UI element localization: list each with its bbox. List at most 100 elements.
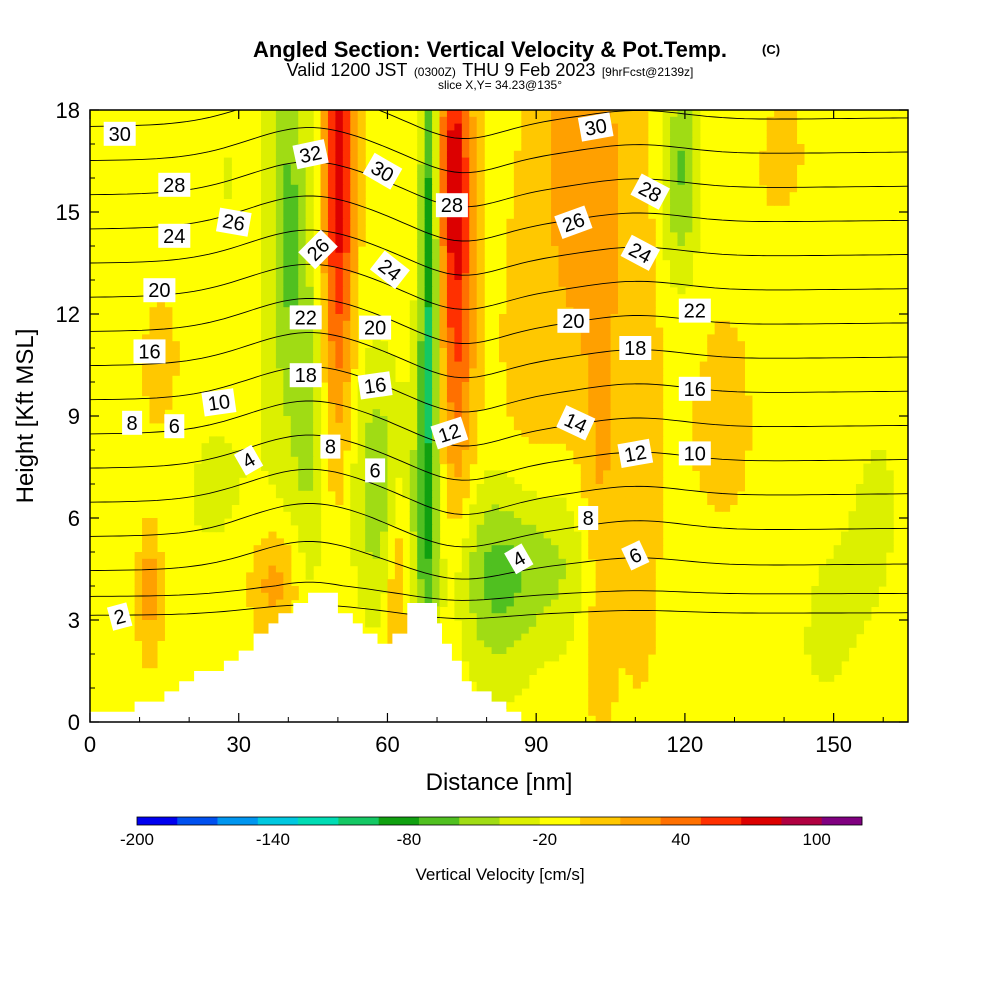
field-cell [461,606,470,614]
field-cell [610,198,619,206]
field-cell [432,116,441,125]
field-cell [290,259,299,267]
field-cell [855,504,864,512]
field-cell [290,164,299,172]
field-cell [543,307,552,315]
field-cell [417,320,426,329]
field-cell [424,579,433,587]
field-cell [439,572,448,580]
field-cell [528,137,537,145]
field-cell [699,422,708,431]
field-cell [625,314,634,322]
field-cell [670,137,679,145]
field-cell [357,416,366,424]
field-cell [261,388,270,397]
field-cell [261,266,270,274]
field-cell [261,314,270,322]
field-cell [372,552,381,560]
field-cell [640,640,649,648]
field-cell [551,116,560,125]
field-cell [528,422,537,431]
contour-label-box [122,410,143,435]
field-cell [432,348,441,356]
field-cell [588,409,597,417]
field-cell [603,259,612,267]
field-cell [491,524,500,533]
field-cell [714,395,723,403]
field-cell [417,490,426,499]
field-cell [536,273,545,281]
field-cell [446,252,455,261]
field-cell [625,592,634,601]
field-cell [565,531,574,539]
field-cell [744,436,753,444]
field-cell [469,674,478,682]
field-cell [603,647,612,655]
field-cell [521,110,530,118]
field-cell [268,375,277,383]
field-cell [603,599,612,607]
field-cell [610,504,619,512]
field-cell [305,218,314,227]
field-cell [632,429,641,437]
field-cell [714,327,723,335]
vertical-velocity-field [90,110,908,722]
field-cell [692,463,701,471]
field-cell [558,273,567,281]
field-cell [580,490,589,499]
field-cell [543,626,552,635]
field-cell [476,212,485,220]
field-cell [446,293,455,301]
field-cell [491,599,500,607]
field-cell [610,341,619,349]
field-cell [469,116,478,125]
field-cell [722,490,731,499]
field-cell [290,586,299,594]
field-cell [521,586,530,594]
field-cell [290,116,299,125]
field-cell [632,395,641,403]
field-cell [528,552,537,560]
field-cell [491,518,500,526]
field-cell [714,341,723,349]
field-cell [580,266,589,274]
field-cell [736,463,745,471]
field-cell [580,484,589,492]
field-cell [610,232,619,240]
field-cell [506,300,515,308]
field-cell [461,327,470,335]
contour-label-text: 28 [441,195,463,217]
field-cell [722,341,731,349]
contour-label: 6 [365,458,386,483]
field-cell [521,341,530,349]
field-cell [677,225,686,233]
field-cell [818,606,827,614]
field-cell [573,402,582,410]
field-cell [357,205,366,213]
field-cell [290,212,299,220]
field-cell [372,545,381,553]
field-cell [603,511,612,519]
field-cell [640,518,649,526]
field-cell [320,334,329,342]
field-cell [551,307,560,315]
field-cell [699,484,708,492]
field-cell [476,286,485,295]
field-cell [640,300,649,308]
field-cell [446,375,455,383]
field-cell [647,626,656,635]
field-cell [536,654,545,662]
field-cell [142,382,151,390]
field-cell [640,150,649,159]
field-cell [632,477,641,485]
field-cell [357,558,366,567]
field-cell [513,239,522,247]
field-cell [446,286,455,295]
field-cell [640,477,649,485]
field-cell [342,286,351,295]
field-cell [655,402,664,410]
field-cell [313,341,322,349]
field-cell [357,518,366,526]
field-cell [298,218,307,227]
field-cell [684,280,693,288]
